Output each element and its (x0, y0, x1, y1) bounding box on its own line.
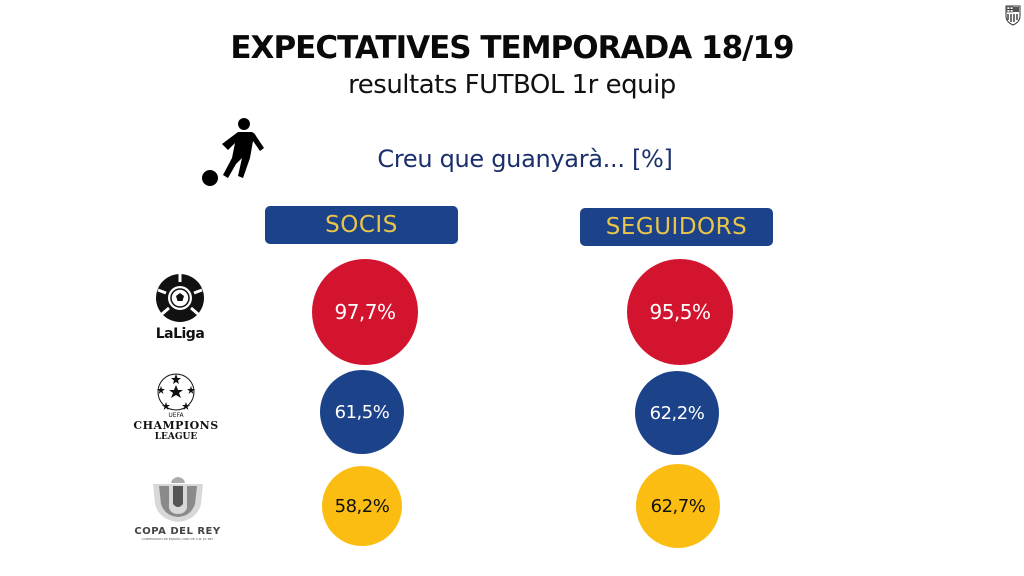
copa-seguidors-circle: 62,7% (636, 464, 720, 548)
champions-league-logo: UEFA CHAMPIONS LEAGUE (130, 372, 222, 442)
survey-question: Creu que guanyarà... [%] (377, 145, 673, 173)
champions-main-text: CHAMPIONS (133, 419, 219, 432)
laliga-socis-circle: 97,7% (312, 259, 418, 365)
fc-barcelona-crest-icon (1005, 5, 1021, 26)
starball-icon (157, 373, 195, 411)
group-label-seguidors: SEGUIDORS (580, 208, 773, 246)
laliga-seguidors-circle: 95,5% (627, 259, 733, 365)
champions-uefa-text: UEFA (168, 412, 184, 419)
laliga-logo-text: LaLiga (155, 326, 205, 342)
copa-main-text: COPA DEL REY (134, 526, 221, 537)
page-subtitle: resultats FUTBOL 1r equip (348, 70, 676, 100)
laliga-ball-icon (156, 274, 204, 322)
champions-sub-text: LEAGUE (154, 432, 198, 442)
copa-socis-circle: 58,2% (322, 466, 402, 546)
champions-seguidors-circle: 62,2% (635, 371, 719, 455)
copa-sub-text: CAMPEONATO DE ESPAÑA COPA DE S.M. EL REY (141, 537, 214, 541)
football-player-icon (202, 118, 264, 186)
group-label-socis: SOCIS (265, 206, 458, 244)
copa-trophy-icon (152, 477, 203, 522)
copa-del-rey-logo: COPA DEL REY CAMPEONATO DE ESPAÑA COPA D… (125, 474, 230, 541)
champions-socis-circle: 61,5% (320, 370, 404, 454)
laliga-logo: LaLiga (145, 272, 215, 342)
page-title: EXPECTATIVES TEMPORADA 18/19 (230, 30, 794, 66)
